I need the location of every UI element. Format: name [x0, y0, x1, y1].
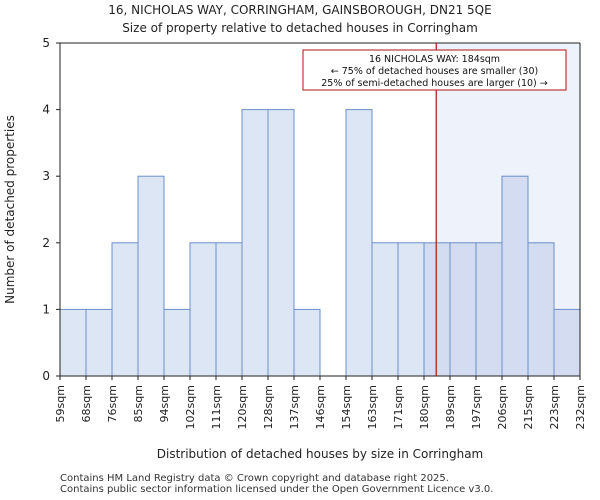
x-tick-label: 59sqm [54, 385, 67, 422]
x-tick-label: 215sqm [522, 385, 535, 429]
annotation-line-1: 16 NICHOLAS WAY: 184sqm [369, 54, 500, 65]
x-tick-label: 111sqm [210, 385, 223, 429]
x-tick-label: 206sqm [496, 385, 509, 429]
y-tick-label: 0 [42, 369, 50, 383]
x-tick-label: 171sqm [392, 385, 405, 429]
chart-title: 16, NICHOLAS WAY, CORRINGHAM, GAINSBOROU… [108, 3, 492, 17]
x-tick-label: 94sqm [158, 385, 171, 422]
annotation-line-2: ← 75% of detached houses are smaller (30… [331, 66, 538, 77]
footer-licence: Contains public sector information licen… [60, 484, 494, 495]
bar [163, 308, 191, 377]
annotation-box [302, 49, 567, 91]
x-tick-label: 128sqm [262, 385, 275, 429]
y-axis-title: Number of detached properties [3, 115, 17, 304]
x-tick-label: 137sqm [288, 385, 301, 429]
y-tick-label: 5 [42, 36, 50, 50]
bar [215, 242, 243, 377]
bar [189, 242, 217, 377]
bar [423, 242, 451, 377]
x-tick-label: 154sqm [340, 385, 353, 429]
y-tick-label: 4 [42, 103, 50, 117]
bar [267, 109, 295, 377]
x-tick-label: 68sqm [80, 385, 93, 422]
x-tick-label: 146sqm [314, 385, 327, 429]
x-tick-label: 197sqm [470, 385, 483, 429]
x-axis-title: Distribution of detached houses by size … [157, 447, 483, 461]
x-tick-label: 223sqm [548, 385, 561, 429]
bar [59, 308, 87, 377]
chart-subtitle: Size of property relative to detached ho… [122, 21, 478, 35]
footer-copyright: Contains HM Land Registry data © Crown c… [60, 473, 449, 484]
x-tick-label: 102sqm [184, 385, 197, 429]
bar [111, 242, 139, 377]
bar [527, 242, 555, 377]
y-tick-label: 3 [42, 169, 50, 183]
bar [137, 175, 165, 377]
x-tick-label: 85sqm [132, 385, 145, 422]
bar [501, 175, 529, 377]
x-tick-label: 120sqm [236, 385, 249, 429]
bar [241, 109, 269, 377]
x-tick-label: 189sqm [444, 385, 457, 429]
y-tick-label: 1 [42, 302, 50, 316]
bar [449, 242, 477, 377]
y-tick-label: 2 [42, 236, 50, 250]
x-tick-label: 76sqm [106, 385, 119, 422]
x-tick-label: 163sqm [366, 385, 379, 429]
x-tick-label: 232sqm [574, 385, 587, 429]
bar [371, 242, 399, 377]
bar [397, 242, 425, 377]
bar [85, 308, 113, 377]
bar [345, 109, 373, 377]
bar [475, 242, 503, 377]
bar [553, 308, 581, 377]
annotation-line-3: 25% of semi-detached houses are larger (… [321, 78, 548, 89]
x-tick-label: 180sqm [418, 385, 431, 429]
bar [293, 308, 321, 377]
